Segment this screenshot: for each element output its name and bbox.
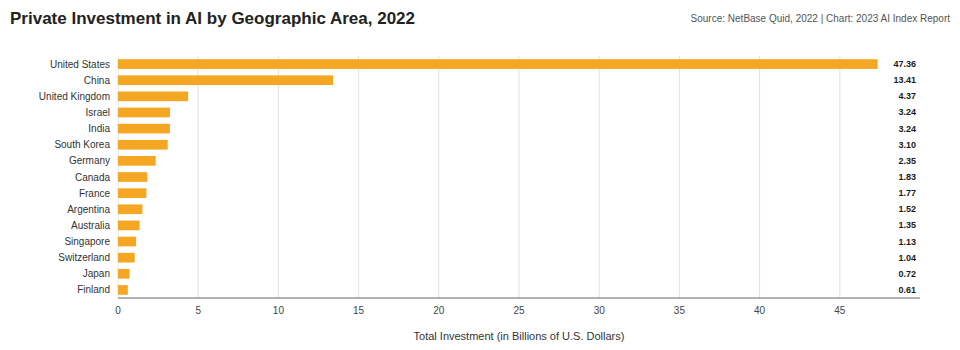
bar <box>118 253 135 263</box>
bar <box>118 108 170 118</box>
data-label: 3.10 <box>898 140 916 150</box>
y-tick-label: South Korea <box>54 139 110 150</box>
grid-line <box>198 56 199 298</box>
y-tick-label: United States <box>50 59 110 70</box>
data-label: 3.24 <box>898 124 916 134</box>
bar <box>118 285 128 295</box>
y-tick-label: Germany <box>69 155 110 166</box>
grid-line <box>519 56 520 298</box>
y-tick-label: United Kingdom <box>39 91 110 102</box>
x-tick-label: 20 <box>433 305 445 316</box>
bar <box>118 237 136 247</box>
grid <box>118 56 840 298</box>
bars <box>118 59 878 295</box>
grid-line <box>358 56 359 298</box>
y-tick-label: Argentina <box>67 204 110 215</box>
y-tick-label: India <box>88 123 110 134</box>
grid-line <box>839 56 840 298</box>
data-label: 1.04 <box>898 253 916 263</box>
bar <box>118 221 140 231</box>
y-tick-label: Singapore <box>64 236 110 247</box>
y-tick-label: Finland <box>77 284 110 295</box>
data-label: 1.52 <box>898 204 916 214</box>
data-label: 1.83 <box>898 172 916 182</box>
x-tick-label: 15 <box>353 305 365 316</box>
x-tick-label: 35 <box>674 305 686 316</box>
bar <box>118 172 147 182</box>
x-tick-label: 40 <box>754 305 766 316</box>
x-axis-line <box>118 298 920 299</box>
y-tick-label: China <box>84 75 111 86</box>
y-tick-label: Canada <box>75 172 110 183</box>
bar <box>118 156 156 166</box>
data-label: 4.37 <box>898 91 916 101</box>
bar <box>118 140 168 150</box>
source-note: Source: NetBase Quid, 2022 | Chart: 2023… <box>691 13 951 24</box>
bar <box>118 59 878 69</box>
data-label: 1.13 <box>898 237 916 247</box>
bar <box>118 75 333 85</box>
data-label: 0.72 <box>898 269 916 279</box>
y-tick-label: Japan <box>83 268 110 279</box>
y-tick-label: France <box>79 188 111 199</box>
grid-line <box>599 56 600 298</box>
x-tick-label: 5 <box>195 305 201 316</box>
data-label: 1.77 <box>898 188 916 198</box>
data-label: 2.35 <box>898 156 916 166</box>
bar <box>118 204 142 214</box>
data-label: 3.24 <box>898 107 916 117</box>
bar <box>118 188 146 198</box>
x-tick-label: 30 <box>594 305 606 316</box>
grid-line <box>679 56 680 298</box>
chart-svg: Private Investment in AI by Geographic A… <box>0 0 960 350</box>
x-tick-label: 25 <box>513 305 525 316</box>
y-tick-label: Australia <box>71 220 110 231</box>
data-label: 1.35 <box>898 220 916 230</box>
bar <box>118 124 170 134</box>
chart-container: Private Investment in AI by Geographic A… <box>0 0 960 350</box>
bar <box>118 91 188 101</box>
x-axis-label: Total Investment (in Billions of U.S. Do… <box>414 330 625 342</box>
title: Private Investment in AI by Geographic A… <box>10 9 415 28</box>
x-tick-label: 10 <box>273 305 285 316</box>
bar <box>118 269 130 279</box>
grid-line <box>438 56 439 298</box>
y-tick-label: Israel <box>86 107 110 118</box>
data-label: 47.36 <box>893 59 916 69</box>
grid-line <box>278 56 279 298</box>
grid-line <box>759 56 760 298</box>
x-tick-label: 45 <box>834 305 846 316</box>
y-tick-label: Switzerland <box>58 252 110 263</box>
data-label: 0.61 <box>898 285 916 295</box>
data-label: 13.41 <box>893 75 916 85</box>
x-tick-label: 0 <box>115 305 121 316</box>
